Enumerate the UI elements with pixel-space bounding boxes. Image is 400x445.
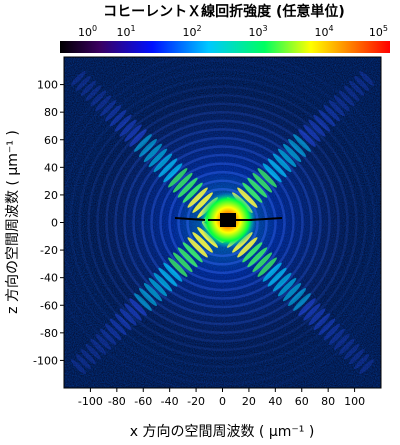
- chart-title: コヒーレントＸ線回折強度 (任意単位): [103, 3, 345, 20]
- x-axis-label: x 方向の空間周波数 ( μm⁻¹ ): [130, 424, 315, 440]
- colorbar-tick-label: 105: [369, 24, 388, 39]
- diagonal-streaks: [70, 70, 375, 375]
- x-tick-label: 20: [242, 395, 256, 408]
- x-tick-label: -100: [78, 395, 103, 408]
- fringe-rings: [64, 57, 381, 388]
- y-tick-label: 20: [44, 189, 58, 202]
- y-tick-label: -20: [40, 244, 58, 257]
- y-tick-label: 80: [44, 106, 58, 119]
- diffraction-pattern: [64, 57, 381, 388]
- x-tick-label: -80: [108, 395, 126, 408]
- x-axis-ticks: -100 -80 -60 -40 -20 0 20 40 60 80 100: [78, 388, 365, 408]
- x-tick-label: 80: [321, 395, 335, 408]
- y-tick-label: -40: [40, 272, 58, 285]
- x-tick-label: -20: [187, 395, 205, 408]
- y-tick-label: -80: [40, 327, 58, 340]
- y-tick-label: 100: [37, 79, 58, 92]
- colorbar-tick-label: 103: [248, 24, 267, 39]
- y-tick-label: -60: [40, 299, 58, 312]
- y-tick-label: -100: [33, 354, 58, 367]
- x-tick-label: -40: [161, 395, 179, 408]
- x-tick-label: 40: [268, 395, 282, 408]
- y-axis-label: z 方向の空間周波数 ( μm⁻¹ ): [5, 130, 21, 314]
- colorbar-tick-label: 102: [182, 24, 201, 39]
- y-tick-label: 0: [51, 217, 58, 230]
- x-tick-label: 60: [295, 395, 309, 408]
- colorbar-tick-label: 100: [78, 24, 97, 39]
- y-tick-label: 40: [44, 161, 58, 174]
- y-tick-label: 60: [44, 134, 58, 147]
- x-tick-label: -60: [134, 395, 152, 408]
- colorbar-tick-label: 104: [314, 24, 333, 39]
- colorbar-ticks: 100 101 102 103 104 105: [78, 24, 388, 39]
- y-axis-ticks: -100 -80 -60 -40 -20 0 20 40 60 80 100: [33, 79, 64, 367]
- colorbar: [60, 41, 390, 53]
- x-tick-label: 0: [219, 395, 226, 408]
- x-tick-label: 100: [344, 395, 365, 408]
- colorbar-tick-label: 101: [116, 24, 135, 39]
